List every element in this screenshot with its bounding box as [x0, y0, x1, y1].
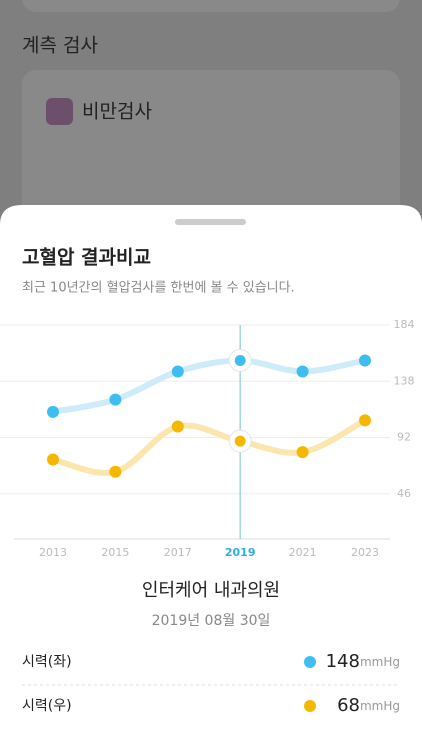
card-icon	[46, 98, 73, 125]
card-title[interactable]: 비만검사	[82, 101, 152, 123]
row-unit: mmHg	[360, 699, 400, 713]
section-title: 계측 검사	[22, 35, 98, 57]
data-point	[47, 453, 59, 466]
y-tick-label: 46	[397, 487, 411, 500]
exam-date: 2019년 08월 30일	[152, 613, 271, 629]
data-point	[171, 420, 184, 433]
row-unit: mmHg	[360, 655, 400, 669]
y-tick-label: 92	[397, 431, 411, 444]
data-point	[234, 435, 246, 447]
bg-card	[22, 0, 400, 12]
data-point	[296, 365, 309, 378]
row-label: 시력(좌)	[22, 654, 72, 670]
x-tick-label: 2019	[225, 546, 256, 559]
data-point	[109, 393, 122, 406]
y-tick-label: 184	[394, 318, 415, 331]
data-point	[234, 354, 246, 366]
row-number: 68	[337, 695, 360, 716]
x-tick-label: 2021	[289, 546, 317, 559]
x-tick-label: 2015	[101, 546, 129, 559]
sheet-subtitle: 최근 10년간의 혈압검사를 한번에 볼 수 있습니다.	[22, 281, 295, 296]
x-tick-label: 2017	[164, 546, 192, 559]
sheet-handle[interactable]	[175, 219, 246, 225]
data-point	[296, 446, 309, 459]
data-point	[171, 365, 184, 378]
row-value: 148mmHg	[326, 651, 400, 672]
row-number: 148	[326, 651, 360, 672]
sheet-title: 고혈압 결과비교	[22, 246, 151, 269]
row-dot	[304, 656, 316, 668]
data-point	[47, 405, 59, 418]
data-point	[359, 354, 371, 367]
bottom-sheet	[0, 205, 422, 750]
data-point	[109, 465, 122, 478]
data-point	[359, 414, 371, 427]
chart: 46 92 138 184 2013 2015 2017 2019 2021 2023	[0, 318, 415, 559]
x-tick-label: 2013	[39, 546, 67, 559]
row-label: 시력(우)	[22, 698, 72, 714]
hospital-name: 인터케어 내과의원	[142, 580, 280, 601]
row-value: 68mmHg	[337, 695, 400, 716]
y-tick-label: 138	[394, 374, 415, 387]
row-dot	[304, 700, 316, 712]
x-tick-label: 2023	[351, 546, 379, 559]
